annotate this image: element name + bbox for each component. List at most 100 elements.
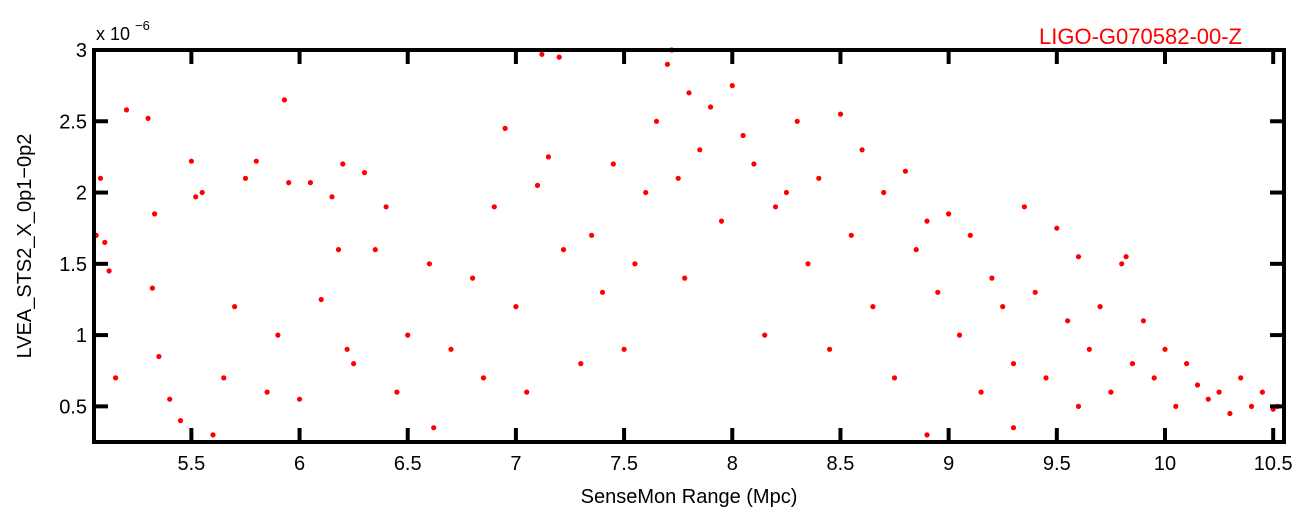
data-point xyxy=(599,289,606,295)
y-multiplier: x 10 −6 xyxy=(96,18,150,44)
x-tick-label: 7.5 xyxy=(610,453,638,475)
x-tick-label: 6.5 xyxy=(394,453,422,475)
data-point xyxy=(610,161,616,167)
data-point xyxy=(686,90,692,96)
x-tick-label: 10.5 xyxy=(1254,453,1293,475)
data-point xyxy=(621,346,627,352)
data-point xyxy=(913,247,919,253)
data-point xyxy=(924,218,930,224)
y-multiplier-exponent: −6 xyxy=(135,18,150,33)
data-point xyxy=(351,361,357,367)
data-point xyxy=(935,289,941,295)
x-axis-label: SenseMon Range (Mpc) xyxy=(581,486,798,508)
data-point xyxy=(956,332,963,338)
data-point xyxy=(102,239,108,245)
data-point xyxy=(167,396,173,402)
data-points xyxy=(93,47,1281,438)
data-point xyxy=(697,147,703,153)
data-point xyxy=(296,396,303,402)
x-axis: 5.5 6 6.5 7 7.5 8 8.5 9 9.5 10 10.5 xyxy=(177,50,1293,475)
data-point xyxy=(394,389,400,395)
data-point xyxy=(210,432,216,438)
y-tick-label: 2.5 xyxy=(59,111,87,133)
data-point xyxy=(113,375,119,381)
data-point xyxy=(1010,361,1017,367)
data-point xyxy=(1238,375,1244,381)
data-point xyxy=(361,170,368,176)
data-point xyxy=(329,194,335,200)
data-point xyxy=(281,97,287,103)
y-tick-label: 2 xyxy=(76,183,87,205)
data-point xyxy=(848,232,854,238)
data-point xyxy=(1194,382,1201,388)
y-tick-label: 0.5 xyxy=(59,396,87,418)
data-point xyxy=(318,296,324,303)
data-point xyxy=(881,189,887,196)
data-point xyxy=(675,175,681,181)
data-point xyxy=(827,346,833,352)
data-point xyxy=(97,175,104,181)
data-point xyxy=(145,115,151,121)
data-point xyxy=(708,104,714,110)
data-point xyxy=(816,175,822,181)
data-point xyxy=(751,161,757,167)
data-point xyxy=(902,168,909,174)
data-point xyxy=(978,389,984,395)
data-point xyxy=(199,189,205,196)
data-point xyxy=(1129,361,1136,367)
x-tick-label: 10 xyxy=(1154,453,1176,475)
y-tick-label: 1 xyxy=(76,325,87,347)
y-multiplier-base: x 10 xyxy=(96,24,130,44)
data-point xyxy=(989,275,995,281)
data-point xyxy=(924,432,930,438)
data-point xyxy=(491,204,497,210)
data-point xyxy=(152,211,158,217)
data-point xyxy=(740,132,746,139)
data-point xyxy=(286,180,292,186)
data-point xyxy=(1010,425,1017,431)
data-point xyxy=(193,194,199,200)
data-point xyxy=(1054,225,1060,231)
data-point xyxy=(946,211,952,217)
data-point xyxy=(539,51,545,57)
data-point xyxy=(762,332,768,338)
data-point xyxy=(156,353,162,360)
data-point xyxy=(1205,396,1211,402)
data-point xyxy=(560,247,567,253)
data-point xyxy=(1108,389,1114,395)
data-point xyxy=(405,332,411,338)
data-point xyxy=(534,182,541,188)
data-point xyxy=(1227,410,1233,417)
data-point xyxy=(1000,304,1006,310)
data-point xyxy=(431,425,437,431)
data-point xyxy=(264,389,270,395)
data-point xyxy=(1043,375,1049,381)
data-point xyxy=(1123,254,1129,260)
y-tick-label: 1.5 xyxy=(59,254,87,276)
data-point xyxy=(1119,261,1125,267)
x-tick-label: 6 xyxy=(294,453,305,475)
data-point xyxy=(1086,346,1092,352)
data-point xyxy=(383,204,389,210)
data-point xyxy=(340,161,346,167)
data-point xyxy=(1032,289,1038,295)
data-point xyxy=(643,189,649,196)
data-point xyxy=(1065,318,1071,324)
data-point xyxy=(177,418,184,424)
data-point xyxy=(188,158,194,164)
data-point xyxy=(556,54,562,60)
data-point xyxy=(242,175,249,181)
x-tick-label: 8.5 xyxy=(827,453,855,475)
data-point xyxy=(1097,304,1103,310)
data-point xyxy=(805,261,811,267)
data-point xyxy=(524,389,530,395)
data-point xyxy=(578,361,584,367)
data-point xyxy=(859,147,865,153)
data-point xyxy=(1162,346,1168,352)
data-point xyxy=(275,332,281,338)
x-tick-label: 9.5 xyxy=(1043,453,1071,475)
data-point xyxy=(772,204,779,210)
data-point xyxy=(632,261,638,267)
data-point xyxy=(545,154,552,160)
